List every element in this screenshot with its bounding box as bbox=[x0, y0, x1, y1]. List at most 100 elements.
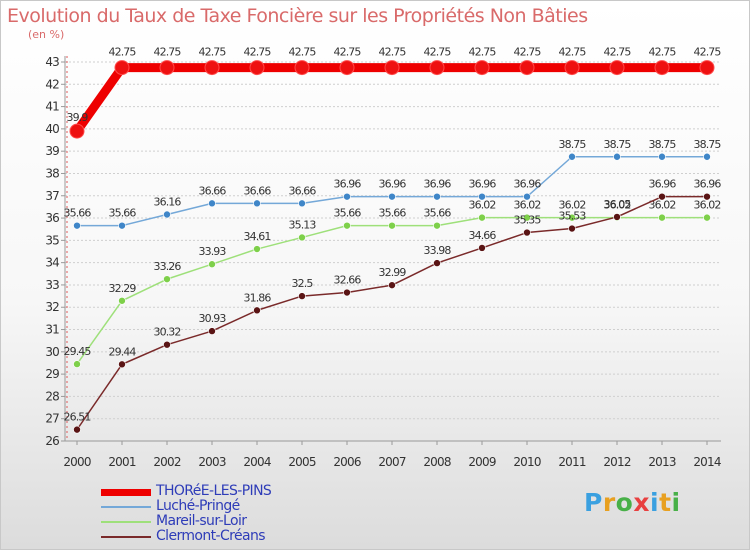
x-tick-label: 2004 bbox=[243, 455, 271, 469]
data-point bbox=[658, 213, 666, 222]
logo-letter: o bbox=[615, 488, 634, 517]
axes bbox=[61, 56, 721, 445]
data-label: 34.66 bbox=[469, 229, 497, 242]
data-point bbox=[204, 60, 220, 76]
x-tick-label: 2014 bbox=[693, 455, 721, 469]
data-label: 42.75 bbox=[154, 46, 182, 59]
series-THORéE-LES-PINS: 39.9 42.75 42.75 42.75 42.75 42.75 42.75 42.75 4… bbox=[67, 46, 722, 139]
data-label: 42.75 bbox=[469, 46, 497, 59]
data-label: 42.75 bbox=[424, 46, 452, 59]
data-point bbox=[519, 60, 535, 76]
x-tick-label: 2008 bbox=[423, 455, 451, 469]
series-Clermont-Créans: 26.51 29.44 30.32 30.93 31.86 32.5 32.66 32.99 3… bbox=[64, 178, 722, 434]
series-line bbox=[72, 63, 712, 136]
data-label: 36.02 bbox=[604, 199, 631, 212]
data-point bbox=[433, 192, 441, 201]
data-point bbox=[384, 60, 400, 76]
data-label: 36.02 bbox=[559, 199, 586, 212]
y-tick-label: 32 bbox=[45, 300, 59, 314]
data-label: 35.66 bbox=[424, 207, 452, 220]
logo-letter: i bbox=[671, 488, 681, 517]
data-label: 32.66 bbox=[334, 274, 362, 287]
data-label: 35.66 bbox=[379, 207, 407, 220]
data-label: 35.35 bbox=[514, 214, 542, 227]
data-label: 33.98 bbox=[424, 244, 452, 257]
data-point bbox=[523, 213, 531, 222]
data-point bbox=[474, 60, 490, 76]
data-point bbox=[388, 281, 396, 289]
data-point bbox=[73, 221, 81, 230]
data-point bbox=[388, 221, 396, 230]
data-point bbox=[568, 152, 576, 161]
data-label: 38.75 bbox=[604, 138, 632, 151]
y-tick-label: 42 bbox=[45, 77, 59, 91]
data-label: 36.96 bbox=[379, 178, 407, 191]
data-point bbox=[208, 327, 216, 335]
y-tick-label: 27 bbox=[45, 412, 59, 426]
data-point bbox=[568, 213, 576, 222]
data-point bbox=[343, 192, 351, 201]
y-tick-label: 43 bbox=[45, 55, 59, 69]
data-point bbox=[433, 259, 441, 267]
data-label: 36.96 bbox=[469, 178, 497, 191]
y-tick-label: 26 bbox=[45, 434, 59, 448]
data-label: 32.99 bbox=[379, 266, 407, 279]
y-tick-label: 40 bbox=[45, 122, 59, 136]
data-label: 36.16 bbox=[154, 195, 182, 208]
data-label: 36.05 bbox=[604, 198, 632, 211]
data-point bbox=[118, 360, 126, 369]
x-tick-label: 2009 bbox=[468, 455, 496, 469]
data-label: 42.75 bbox=[604, 46, 632, 59]
legend-swatch bbox=[101, 506, 151, 508]
y-tick-label: 36 bbox=[45, 211, 59, 225]
data-point bbox=[298, 199, 306, 208]
proxiti-logo: Proxiti bbox=[584, 488, 681, 517]
data-point bbox=[249, 60, 265, 76]
data-label: 42.75 bbox=[199, 46, 227, 59]
data-point bbox=[703, 152, 711, 161]
data-point bbox=[658, 192, 666, 201]
data-label: 35.66 bbox=[109, 207, 137, 220]
data-label: 29.45 bbox=[64, 345, 92, 358]
data-point bbox=[163, 210, 171, 219]
y-tick-label: 35 bbox=[45, 233, 59, 247]
y-tick-label: 31 bbox=[45, 323, 59, 337]
data-label: 42.75 bbox=[244, 46, 272, 59]
data-label: 35.66 bbox=[334, 207, 362, 220]
data-label: 30.32 bbox=[154, 326, 181, 339]
data-label: 29.44 bbox=[109, 345, 137, 358]
data-label: 32.5 bbox=[292, 277, 314, 290]
data-label: 38.75 bbox=[649, 138, 677, 151]
chart-title: Evolution du Taux de Taxe Foncière sur l… bbox=[7, 5, 588, 27]
data-label: 35.53 bbox=[559, 210, 587, 223]
data-point bbox=[523, 228, 531, 237]
legend-swatch bbox=[101, 536, 151, 538]
gridlines bbox=[65, 61, 721, 442]
x-tick-label: 2003 bbox=[198, 455, 226, 469]
data-label: 36.96 bbox=[649, 178, 677, 191]
data-point bbox=[298, 233, 306, 242]
data-point bbox=[298, 292, 306, 300]
data-label: 42.75 bbox=[379, 46, 407, 59]
y-tick-labels: 26 27 28 29 30 31 32 33 34 35 36 37 38 39 40 41 42 43 bbox=[45, 55, 60, 448]
legend-label: Mareil-sur-Loir bbox=[156, 513, 247, 529]
data-point bbox=[613, 213, 621, 221]
data-point bbox=[703, 192, 711, 201]
data-point bbox=[564, 60, 580, 76]
legend-swatch bbox=[101, 521, 151, 523]
data-label: 42.75 bbox=[334, 46, 362, 59]
data-point bbox=[568, 224, 576, 233]
data-point bbox=[343, 221, 351, 230]
series-line bbox=[76, 216, 708, 365]
data-label: 36.96 bbox=[424, 178, 452, 191]
x-tick-labels: 2000 2001 2002 2003 2004 2005 2006 2007 2008 2009… bbox=[63, 455, 721, 469]
data-label: 36.96 bbox=[694, 178, 722, 191]
data-point bbox=[703, 213, 711, 222]
data-label: 42.75 bbox=[559, 46, 587, 59]
x-tick-label: 2001 bbox=[108, 455, 136, 469]
data-label: 34.61 bbox=[244, 230, 271, 243]
data-label: 42.75 bbox=[649, 46, 677, 59]
data-point bbox=[253, 199, 261, 208]
data-point bbox=[73, 425, 81, 434]
data-label: 36.66 bbox=[199, 184, 227, 197]
